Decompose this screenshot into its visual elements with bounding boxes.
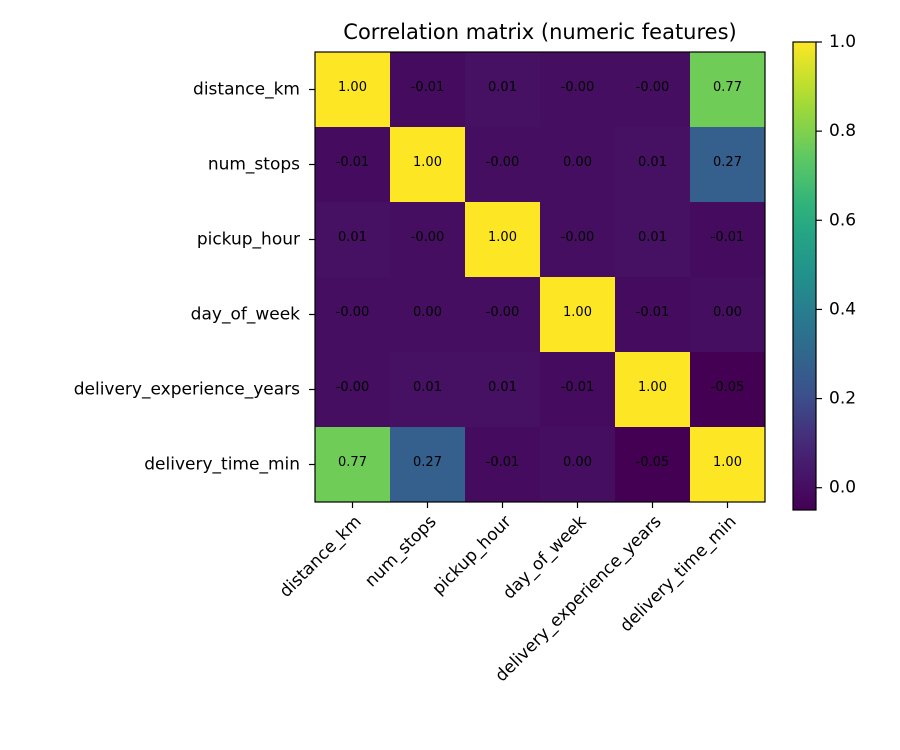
cell-value-label: -0.01 — [336, 155, 370, 170]
y-tick-label: pickup_hour — [197, 230, 300, 250]
cell-value-label: 0.27 — [713, 155, 742, 170]
heatmap-cell — [540, 52, 616, 128]
cell-value-label: 0.00 — [713, 305, 742, 320]
heatmap-cell — [390, 127, 466, 203]
heatmap-cell — [615, 127, 691, 203]
heatmap-cell — [315, 352, 391, 428]
heatmap-cell — [690, 127, 766, 203]
heatmap-cell — [315, 52, 391, 128]
x-tick-label: distance_km — [276, 512, 366, 602]
plot-frame — [314, 51, 766, 503]
cell-value-label: 0.00 — [563, 155, 592, 170]
x-tick-label: num_stops — [361, 512, 440, 591]
colorbar-frame — [792, 41, 817, 511]
cell-value-label: -0.00 — [336, 380, 370, 395]
cell-value-label: -0.01 — [636, 305, 670, 320]
cell-value-label: -0.01 — [561, 380, 595, 395]
cell-value-label: -0.01 — [486, 455, 520, 470]
cell-value-label: 1.00 — [713, 455, 742, 470]
cell-value-label: -0.00 — [636, 80, 670, 95]
cell-value-label: -0.00 — [486, 305, 520, 320]
cell-value-label: 0.01 — [638, 155, 667, 170]
cell-value-label: -0.01 — [411, 80, 445, 95]
heatmap-cell — [465, 277, 541, 353]
heatmap-cell — [690, 277, 766, 353]
cell-value-label: -0.00 — [561, 80, 595, 95]
heatmap-cell — [390, 202, 466, 278]
heatmap-cell — [615, 52, 691, 128]
colorbar-tick-label: 0.0 — [829, 478, 856, 498]
heatmap-cell — [390, 427, 466, 503]
heatmap-cell — [540, 277, 616, 353]
cell-value-label: 0.01 — [338, 230, 367, 245]
colorbar-tick-label: 1.0 — [829, 32, 856, 52]
cell-value-label: 0.01 — [488, 380, 517, 395]
y-tick-label: num_stops — [208, 155, 300, 175]
heatmap-cell — [540, 127, 616, 203]
y-axis: distance_km num_stops pickup_hour day_of_we… — [74, 80, 315, 475]
heatmap-cell — [690, 202, 766, 278]
heatmap-cell — [615, 427, 691, 503]
heatmap-cell — [465, 52, 541, 128]
cell-value-label: 0.27 — [413, 455, 442, 470]
heatmap-cell — [690, 427, 766, 503]
y-tick-label: day_of_week — [191, 305, 300, 325]
heatmap-cell — [390, 52, 466, 128]
heatmap-cell — [315, 202, 391, 278]
heatmap-cell — [315, 277, 391, 353]
cell-value-label: 1.00 — [338, 80, 367, 95]
cell-value-label: -0.01 — [711, 230, 745, 245]
cell-value-label: 0.01 — [413, 380, 442, 395]
cell-value-label: 0.77 — [338, 455, 367, 470]
heatmap-cell — [690, 352, 766, 428]
heatmap-cell — [390, 352, 466, 428]
colorbar-tick-label: 0.4 — [829, 299, 856, 319]
heatmap-cell — [315, 427, 391, 503]
cell-value-label: 1.00 — [413, 155, 442, 170]
colorbar-tick-label: 0.8 — [829, 121, 856, 141]
heatmap-cell — [390, 277, 466, 353]
heatmap-cell — [615, 277, 691, 353]
y-tick-label: delivery_time_min — [144, 455, 300, 475]
y-tick-label: delivery_experience_years — [74, 380, 300, 400]
heatmap-cell — [540, 202, 616, 278]
cell-value-label: -0.00 — [486, 155, 520, 170]
cell-value-label: 0.77 — [713, 80, 742, 95]
chart-title: Correlation matrix (numeric features) — [343, 20, 736, 44]
cell-value-label: -0.05 — [636, 455, 670, 470]
colorbar-gradient — [793, 42, 816, 510]
cell-value-label: -0.00 — [411, 230, 445, 245]
heatmap-cell — [465, 352, 541, 428]
heatmap-cell — [465, 202, 541, 278]
cell-value-label: 0.01 — [488, 80, 517, 95]
cell-value-label: 0.01 — [638, 230, 667, 245]
heatmap-cell — [465, 427, 541, 503]
heatmap-cell — [615, 202, 691, 278]
x-axis: distance_kmnum_stopspickup_hourday_of_we… — [276, 502, 741, 686]
heatmap-cell — [540, 352, 616, 428]
colorbar-tick-label: 0.6 — [829, 210, 856, 230]
cell-value-label: 1.00 — [638, 380, 667, 395]
colorbar: 0.0 0.2 0.4 0.6 0.8 1.0 — [792, 32, 856, 511]
heatmap-cell — [615, 352, 691, 428]
heatmap-cell — [465, 127, 541, 203]
colorbar-tick-label: 0.2 — [829, 389, 856, 409]
cell-value-label: -0.00 — [336, 305, 370, 320]
y-tick-label: distance_km — [193, 80, 300, 100]
heatmap-cell — [540, 427, 616, 503]
heatmap-cells: 1.00 -0.01 0.01 -0.00 -0.00 0.77 -0.01 1.00 -0.0… — [315, 52, 766, 503]
cell-value-label: -0.05 — [711, 380, 745, 395]
heatmap-cell — [315, 127, 391, 203]
heatmap-cell — [690, 52, 766, 128]
cell-value-label: -0.00 — [561, 230, 595, 245]
cell-value-label: 0.00 — [413, 305, 442, 320]
cell-value-label: 1.00 — [563, 305, 592, 320]
cell-value-label: 1.00 — [488, 230, 517, 245]
cell-value-label: 0.00 — [563, 455, 592, 470]
